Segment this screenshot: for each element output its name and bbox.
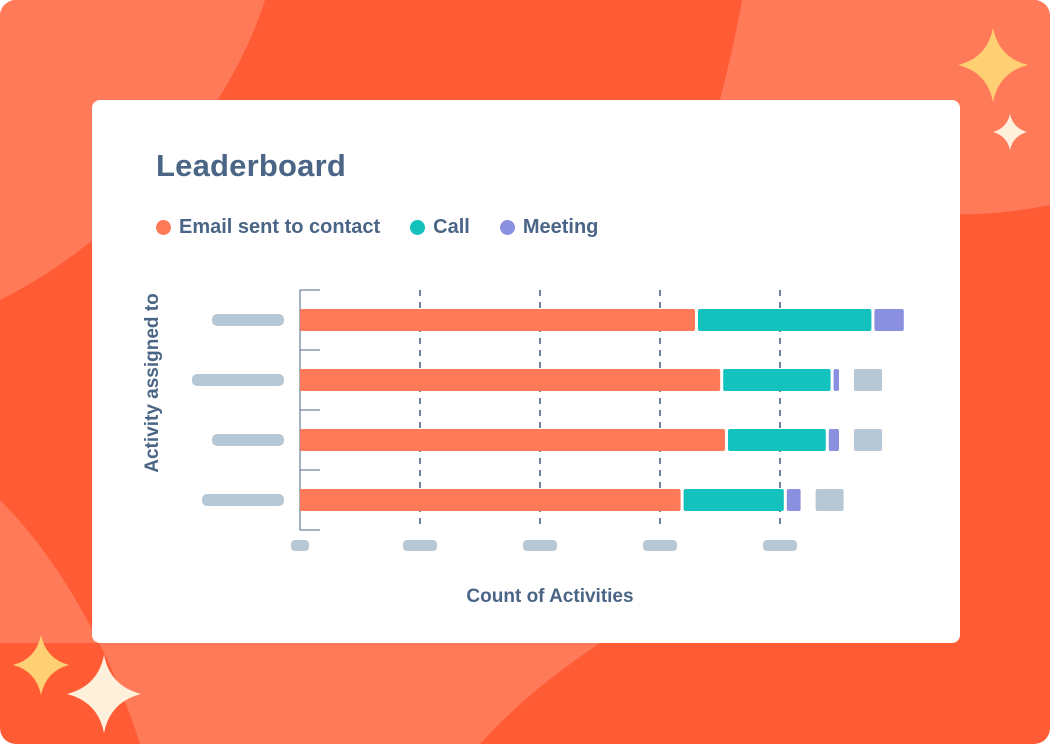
legend-label: Email sent to contact [179,216,381,238]
bar-segment [833,369,839,391]
legend-label: Call [433,216,470,238]
bar-segment [300,489,681,511]
bar-segment [300,309,695,331]
card-title: Leaderboard [156,148,346,183]
legend-item: Email sent to contact [156,216,380,239]
bar-segment [300,369,721,391]
legend-swatch [156,220,171,235]
total-label-placeholder [815,489,844,511]
x-axis-title: Count of Activities [466,586,633,607]
x-tick-label-placeholder [291,540,309,551]
bar-segment [786,489,801,511]
category-label-placeholder [212,434,284,446]
x-tick-label-placeholder [643,540,677,551]
legend-item: Call [410,216,470,239]
legend-swatch [499,220,515,235]
x-tick-label-placeholder [763,540,797,551]
bar-segment [300,429,725,451]
total-label-placeholder [854,369,882,391]
legend-item: Meeting [499,216,599,239]
bar-segment [698,309,872,331]
legend-label: Meeting [522,216,599,238]
legend-swatch [410,220,426,235]
chart-legend: Email sent to contact Call Meeting [156,216,628,239]
bar-segment [723,369,831,391]
x-tick-label-placeholder [403,540,437,551]
category-label-placeholder [202,494,284,506]
bar-segment [874,309,904,331]
background-shape-bottom [0,500,600,744]
category-label-placeholder [192,374,284,386]
category-label-placeholder [212,314,284,326]
x-tick-label-placeholder [523,540,557,551]
bar-segment [728,429,826,451]
bar-segment [683,489,784,511]
bar-segment [828,429,839,451]
total-label-placeholder [854,429,882,451]
y-axis-title: Activity assigned to [142,293,163,473]
